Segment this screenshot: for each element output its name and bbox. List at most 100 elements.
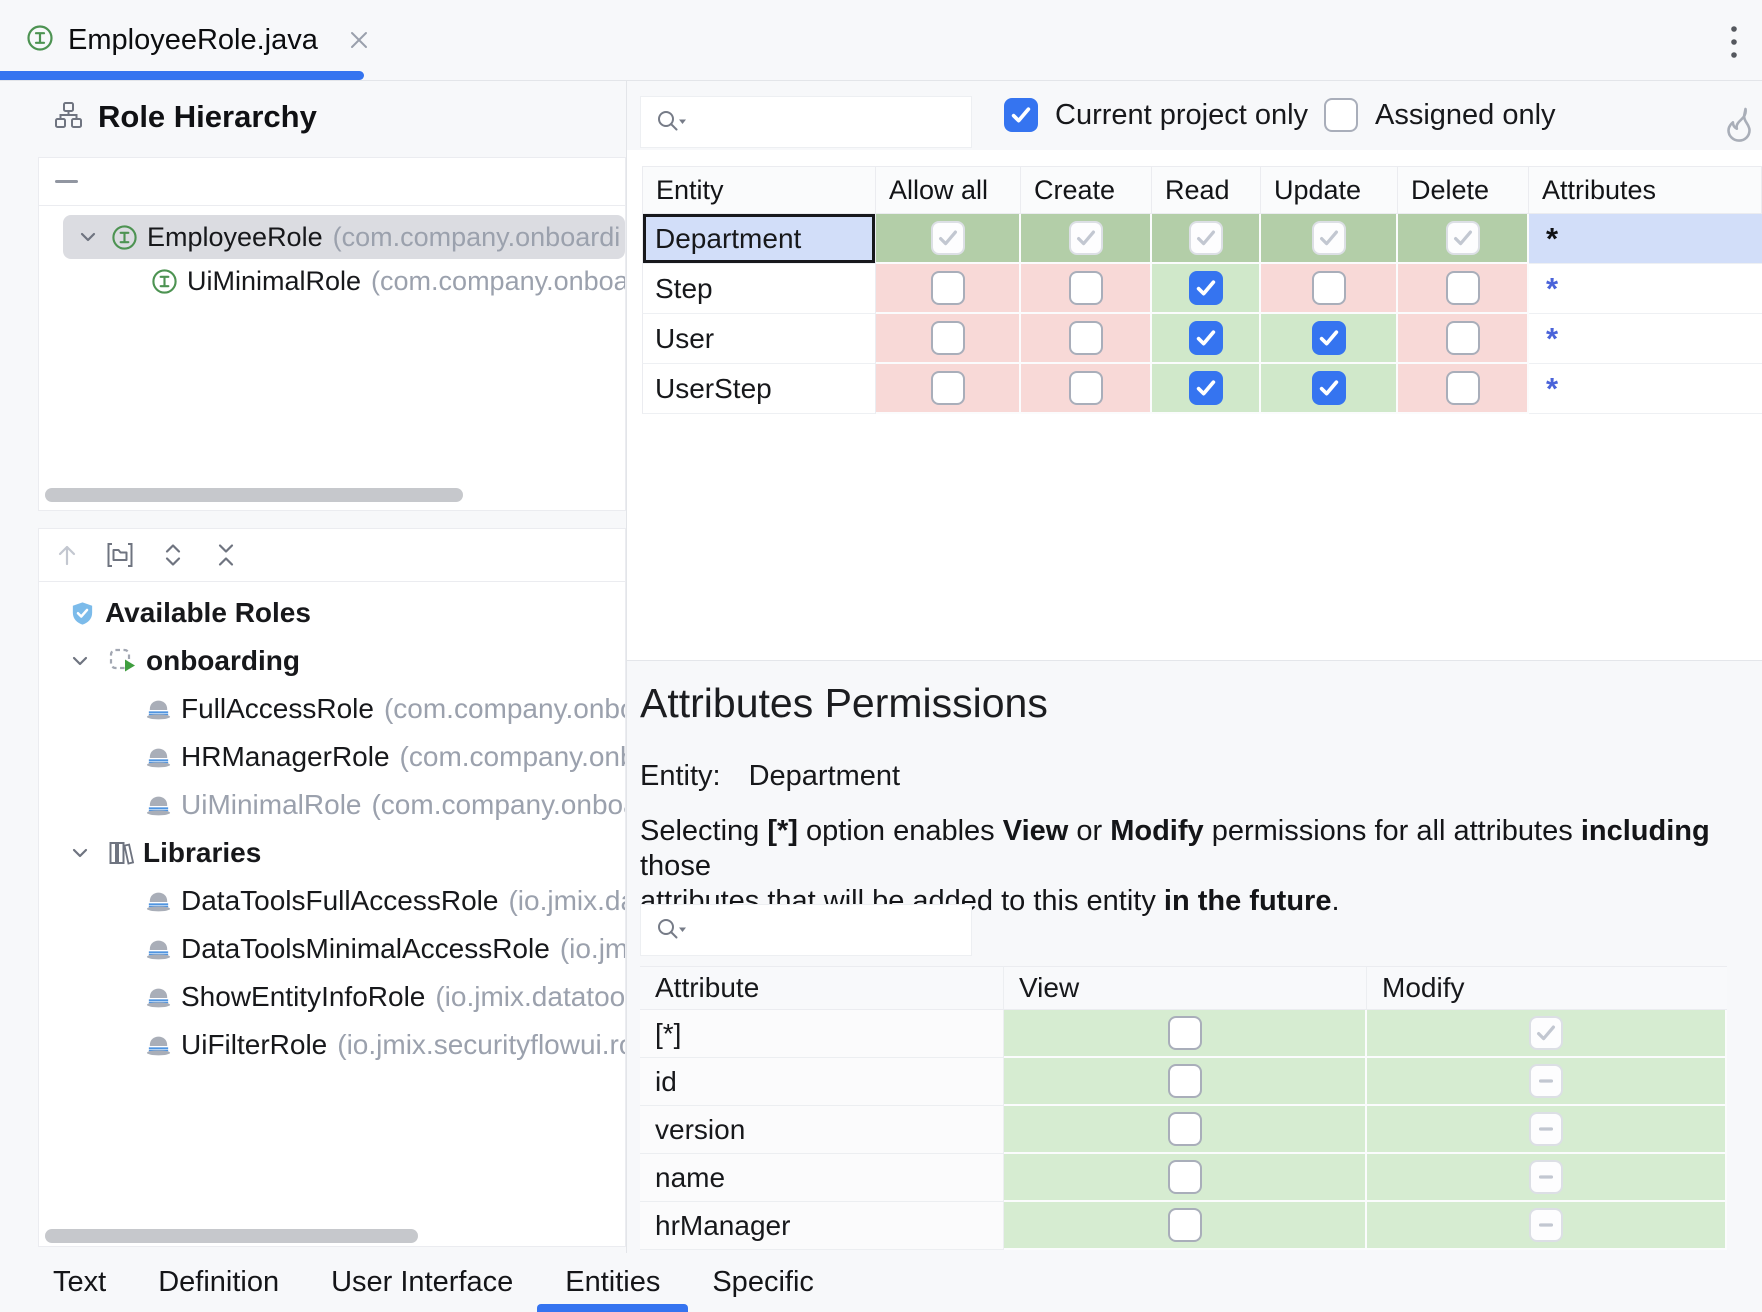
permission-checkbox[interactable]: [1445, 321, 1480, 355]
horizontal-scrollbar[interactable]: [45, 488, 463, 502]
search-input[interactable]: [696, 913, 971, 947]
view-checkbox[interactable]: [1167, 1064, 1202, 1098]
tree-group-libraries[interactable]: Libraries: [39, 829, 625, 877]
modify-cell[interactable]: [1367, 1010, 1727, 1058]
tree-group-onboarding[interactable]: onboarding: [39, 637, 625, 685]
permission-cell[interactable]: [1021, 214, 1152, 264]
attributes-cell[interactable]: *: [1529, 264, 1762, 314]
permission-checkbox[interactable]: [930, 371, 965, 405]
attribute-name-cell[interactable]: [*]: [640, 1010, 1004, 1058]
permission-checkbox[interactable]: [1068, 321, 1103, 355]
tab-employee-role[interactable]: EmployeeRole.java: [26, 12, 370, 68]
view-checkbox[interactable]: [1167, 1112, 1202, 1146]
permission-checkbox[interactable]: [1068, 271, 1103, 305]
attribute-name-cell[interactable]: version: [640, 1106, 1004, 1154]
collapse-all-icon[interactable]: [210, 539, 242, 571]
column-header[interactable]: Modify: [1367, 966, 1727, 1010]
entity-search-field[interactable]: [640, 96, 972, 148]
role-hierarchy-item[interactable]: UiMinimalRole (com.company.onboa: [39, 259, 625, 303]
close-icon[interactable]: [348, 29, 370, 51]
column-header[interactable]: Entity: [642, 166, 876, 214]
available-role-item[interactable]: DataToolsFullAccessRole (io.jmix.da: [39, 877, 625, 925]
column-header[interactable]: Attribute: [640, 966, 1004, 1010]
permission-checkbox[interactable]: [1445, 221, 1480, 255]
modify-checkbox[interactable]: [1529, 1160, 1563, 1194]
attributes-cell[interactable]: *: [1529, 314, 1762, 364]
checkbox-checked[interactable]: [1004, 98, 1038, 132]
horizontal-scrollbar[interactable]: [45, 1229, 418, 1243]
entity-name-cell[interactable]: Step: [642, 264, 876, 314]
move-up-icon[interactable]: [51, 539, 83, 571]
permission-checkbox[interactable]: [1445, 371, 1480, 405]
view-cell[interactable]: [1004, 1106, 1367, 1154]
permission-cell[interactable]: [1261, 314, 1398, 364]
modify-checkbox[interactable]: [1529, 1064, 1563, 1098]
attributes-cell[interactable]: *: [1529, 214, 1762, 264]
modify-checkbox[interactable]: [1529, 1208, 1563, 1242]
column-header[interactable]: View: [1004, 966, 1367, 1010]
available-roles-root[interactable]: Available Roles: [39, 589, 625, 637]
column-header[interactable]: Read: [1152, 166, 1261, 214]
flame-icon[interactable]: [1718, 102, 1760, 148]
permission-cell[interactable]: [1021, 364, 1152, 414]
view-cell[interactable]: [1004, 1058, 1367, 1106]
modify-cell[interactable]: [1367, 1058, 1727, 1106]
permission-checkbox[interactable]: [1188, 321, 1223, 355]
permission-checkbox[interactable]: [1188, 221, 1223, 255]
modify-cell[interactable]: [1367, 1106, 1727, 1154]
permission-checkbox[interactable]: [1068, 371, 1103, 405]
modify-cell[interactable]: [1367, 1202, 1727, 1250]
permission-cell[interactable]: [1398, 314, 1529, 364]
permission-cell[interactable]: [1261, 264, 1398, 314]
panel-divider[interactable]: [626, 81, 627, 1253]
permission-checkbox[interactable]: [1311, 271, 1346, 305]
permission-cell[interactable]: [1021, 264, 1152, 314]
permission-checkbox[interactable]: [1188, 271, 1223, 305]
permission-checkbox[interactable]: [1311, 371, 1346, 405]
tab-user-interface[interactable]: User Interface: [331, 1266, 514, 1298]
available-role-item[interactable]: HRManagerRole (com.company.onb: [39, 733, 625, 781]
column-header[interactable]: Attributes: [1529, 166, 1762, 214]
permission-cell[interactable]: [1398, 214, 1529, 264]
view-cell[interactable]: [1004, 1154, 1367, 1202]
role-hierarchy-item[interactable]: EmployeeRole (com.company.onboardi: [63, 215, 625, 259]
modify-checkbox[interactable]: [1529, 1016, 1563, 1050]
permission-checkbox[interactable]: [1188, 371, 1223, 405]
entity-name-cell[interactable]: User: [642, 314, 876, 364]
tab-specific[interactable]: Specific: [712, 1266, 814, 1298]
column-header[interactable]: Allow all: [876, 166, 1021, 214]
attribute-search-field[interactable]: [640, 904, 972, 956]
remove-role-icon[interactable]: [55, 180, 78, 183]
modify-checkbox[interactable]: [1529, 1112, 1563, 1146]
permission-cell[interactable]: [1261, 214, 1398, 264]
column-header[interactable]: Delete: [1398, 166, 1529, 214]
available-role-item[interactable]: UiMinimalRole (com.company.onboa: [39, 781, 625, 829]
permission-cell[interactable]: [876, 264, 1021, 314]
view-cell[interactable]: [1004, 1202, 1367, 1250]
checkbox-unchecked[interactable]: [1324, 98, 1358, 132]
tab-text[interactable]: Text: [53, 1266, 107, 1298]
permission-cell[interactable]: [1398, 264, 1529, 314]
attribute-name-cell[interactable]: name: [640, 1154, 1004, 1202]
select-opened-file-icon[interactable]: [104, 539, 136, 571]
kebab-menu-icon[interactable]: [1716, 22, 1752, 62]
available-role-item[interactable]: ShowEntityInfoRole (io.jmix.datatool: [39, 973, 625, 1021]
permission-checkbox[interactable]: [1311, 321, 1346, 355]
filter-assigned-only[interactable]: Assigned only: [1324, 94, 1556, 136]
permission-cell[interactable]: [1152, 264, 1261, 314]
permission-cell[interactable]: [876, 214, 1021, 264]
tab-definition[interactable]: Definition: [158, 1266, 280, 1298]
permission-checkbox[interactable]: [1068, 221, 1103, 255]
available-role-item[interactable]: DataToolsMinimalAccessRole (io.jmi: [39, 925, 625, 973]
attributes-cell[interactable]: *: [1529, 364, 1762, 414]
view-checkbox[interactable]: [1167, 1160, 1202, 1194]
permission-cell[interactable]: [1152, 214, 1261, 264]
permission-cell[interactable]: [1261, 364, 1398, 414]
permission-checkbox[interactable]: [1445, 271, 1480, 305]
permission-cell[interactable]: [1152, 314, 1261, 364]
attribute-name-cell[interactable]: hrManager: [640, 1202, 1004, 1250]
modify-cell[interactable]: [1367, 1154, 1727, 1202]
expand-all-icon[interactable]: [157, 539, 189, 571]
permission-checkbox[interactable]: [1311, 221, 1346, 255]
column-header[interactable]: Update: [1261, 166, 1398, 214]
